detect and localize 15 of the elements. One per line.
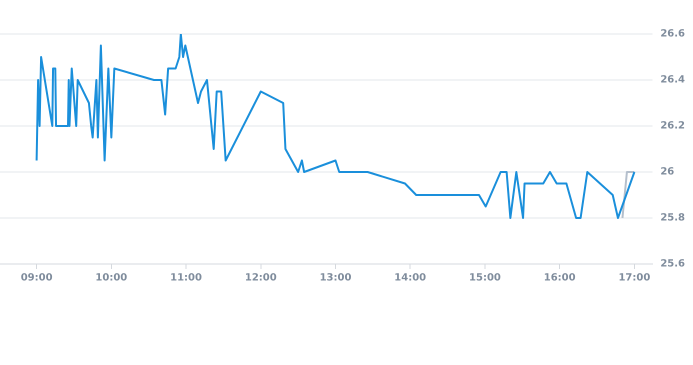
x-tick-label: 15:00 — [469, 272, 501, 284]
y-tick-label: 26.6 — [660, 28, 686, 40]
x-tick-label: 17:00 — [618, 272, 650, 284]
x-tick-label: 13:00 — [320, 272, 352, 284]
y-tick-label: 26 — [660, 166, 674, 178]
x-tick-label: 11:00 — [170, 272, 202, 284]
x-tick-label: 16:00 — [544, 272, 576, 284]
x-tick-label: 12:00 — [244, 272, 277, 284]
y-tick-label: 26.4 — [660, 74, 686, 86]
x-tick-label: 09:00 — [20, 272, 53, 284]
y-tick-label: 25.6 — [660, 258, 686, 270]
y-tick-label: 25.8 — [660, 212, 686, 224]
x-tick-label: 14:00 — [394, 272, 426, 284]
y-tick-label: 26.2 — [660, 120, 686, 132]
x-tick-label: 10:00 — [95, 272, 128, 284]
